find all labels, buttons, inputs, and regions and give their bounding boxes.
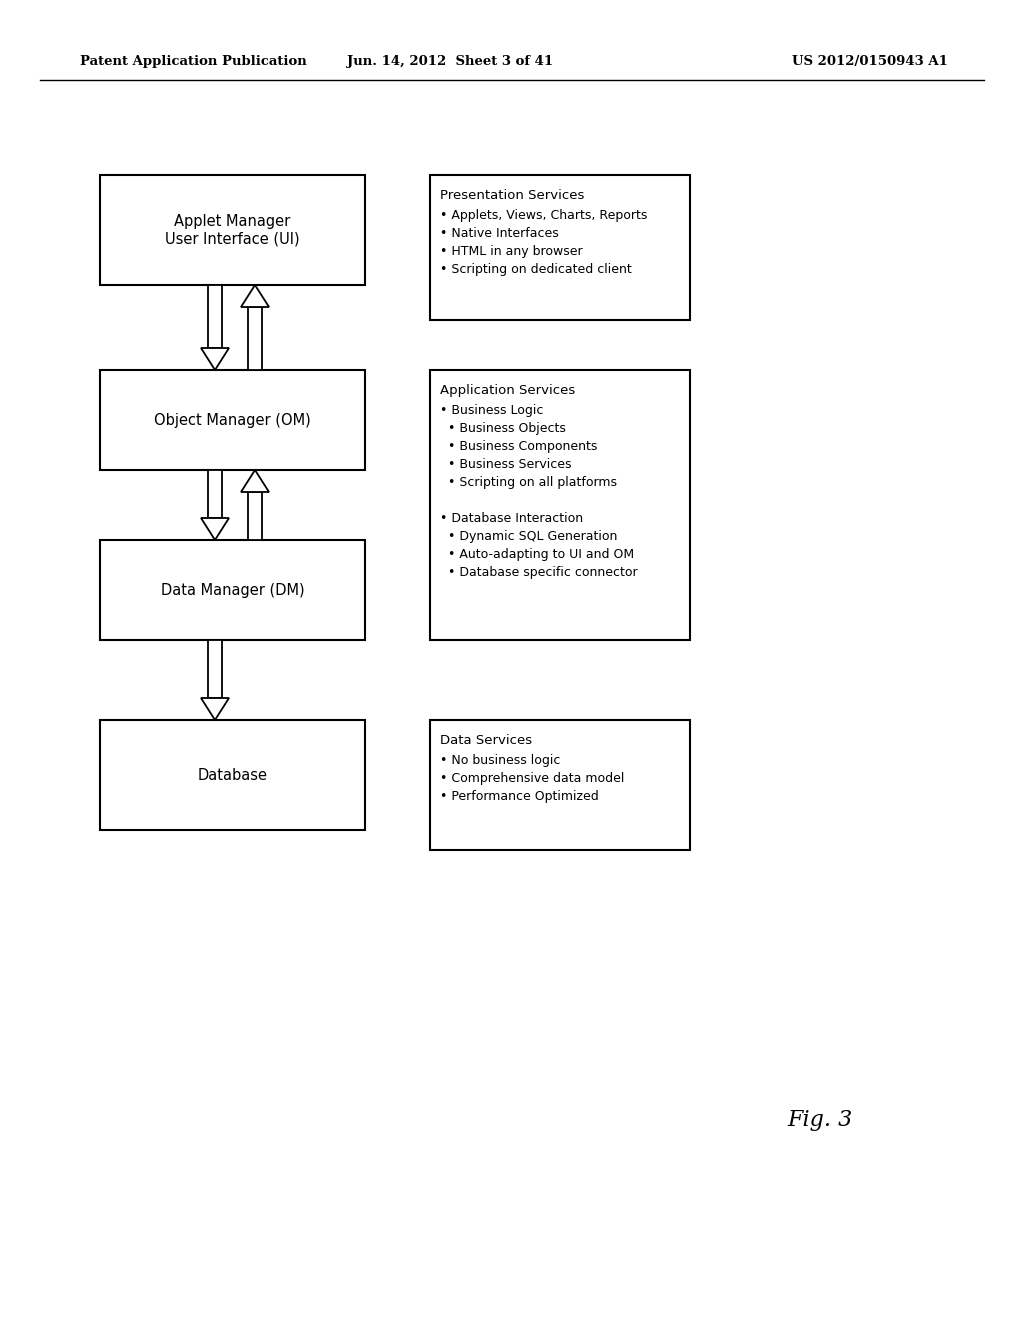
Polygon shape xyxy=(241,285,269,308)
Text: Database: Database xyxy=(198,767,267,783)
Bar xyxy=(100,176,365,285)
Bar xyxy=(430,719,690,850)
Text: Applet Manager
User Interface (UI): Applet Manager User Interface (UI) xyxy=(165,214,300,247)
Bar xyxy=(100,719,365,830)
Text: • HTML in any browser: • HTML in any browser xyxy=(440,246,583,257)
Bar xyxy=(208,640,222,698)
Bar xyxy=(248,308,262,370)
Text: Presentation Services: Presentation Services xyxy=(440,189,585,202)
Text: Application Services: Application Services xyxy=(440,384,575,397)
Text: Patent Application Publication: Patent Application Publication xyxy=(80,55,307,69)
Text: • Database specific connector: • Database specific connector xyxy=(440,566,638,579)
Text: • Scripting on all platforms: • Scripting on all platforms xyxy=(440,477,617,488)
Text: Jun. 14, 2012  Sheet 3 of 41: Jun. 14, 2012 Sheet 3 of 41 xyxy=(347,55,553,69)
Polygon shape xyxy=(201,348,229,370)
Text: • Performance Optimized: • Performance Optimized xyxy=(440,789,599,803)
Bar xyxy=(100,540,365,640)
Text: • Native Interfaces: • Native Interfaces xyxy=(440,227,559,240)
Text: Fig. 3: Fig. 3 xyxy=(787,1109,853,1131)
Text: • Business Objects: • Business Objects xyxy=(440,422,566,436)
Text: • Comprehensive data model: • Comprehensive data model xyxy=(440,772,625,785)
Text: • Auto-adapting to UI and OM: • Auto-adapting to UI and OM xyxy=(440,548,634,561)
Polygon shape xyxy=(201,698,229,719)
Text: • Database Interaction: • Database Interaction xyxy=(440,512,583,525)
Bar xyxy=(430,176,690,319)
Bar xyxy=(208,285,222,348)
Text: Object Manager (OM): Object Manager (OM) xyxy=(155,412,311,428)
Bar xyxy=(208,470,222,517)
Text: Data Services: Data Services xyxy=(440,734,532,747)
Text: • Dynamic SQL Generation: • Dynamic SQL Generation xyxy=(440,531,617,543)
Text: • Scripting on dedicated client: • Scripting on dedicated client xyxy=(440,263,632,276)
Bar xyxy=(430,370,690,640)
Polygon shape xyxy=(201,517,229,540)
Text: • Business Services: • Business Services xyxy=(440,458,571,471)
Text: Data Manager (DM): Data Manager (DM) xyxy=(161,582,304,598)
Text: • Applets, Views, Charts, Reports: • Applets, Views, Charts, Reports xyxy=(440,209,647,222)
Bar xyxy=(100,370,365,470)
Bar xyxy=(248,492,262,540)
Text: • Business Components: • Business Components xyxy=(440,440,597,453)
Text: US 2012/0150943 A1: US 2012/0150943 A1 xyxy=(792,55,948,69)
Text: • No business logic: • No business logic xyxy=(440,754,560,767)
Text: • Business Logic: • Business Logic xyxy=(440,404,544,417)
Polygon shape xyxy=(241,470,269,492)
